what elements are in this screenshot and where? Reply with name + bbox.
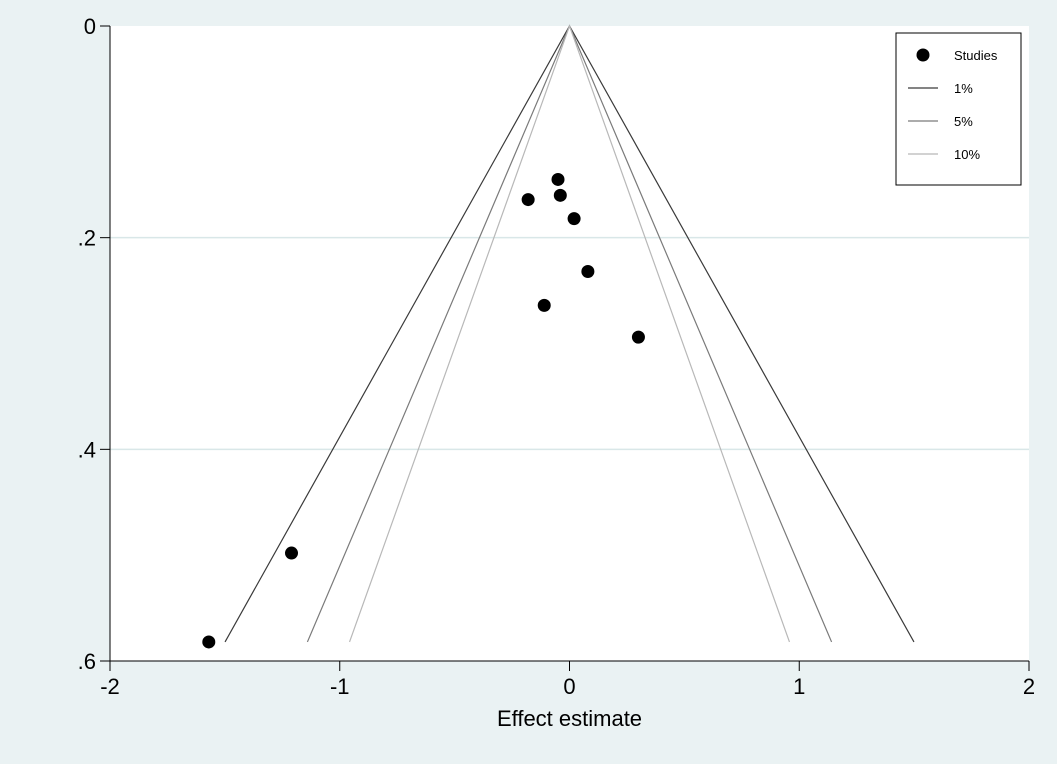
legend-box [895,32,1022,186]
legend-label-0: Studies [954,48,998,63]
legend-label-2: 5% [954,114,973,129]
x-tick-label-3: 1 [793,674,805,699]
study-point-9 [202,635,216,649]
legend: Studies 1% 5% 10% [895,32,1022,186]
study-point-8 [285,546,299,560]
contour-10pct [348,24,791,643]
x-tick-label-2: 0 [563,674,575,699]
study-points [202,172,645,649]
x-tick-label-1: -1 [330,674,350,699]
y-tick-label-1: .2 [78,226,96,251]
legend-label-1: 1% [954,81,973,96]
y-tick-label-2: .4 [78,437,96,462]
study-point-7 [631,330,645,344]
study-point-6 [537,298,551,312]
study-point-1 [551,172,565,186]
legend-label-3: 10% [954,147,980,162]
significance-contours [224,24,915,643]
gridlines [110,236,1029,451]
x-tick-label-0: -2 [100,674,120,699]
legend-marker-studies [916,48,930,62]
x-tick-label-4: 2 [1023,674,1035,699]
plot-area [110,26,1029,661]
study-point-2 [553,188,567,202]
study-point-4 [567,212,581,226]
axes: 0 .2 .4 .6-2 -1 0 1 2 [78,14,1035,699]
y-tick-label-0: 0 [84,14,96,39]
x-axis-title: Effect estimate [497,706,642,731]
study-point-5 [581,265,595,279]
study-point-3 [521,193,535,207]
y-tick-label-3: .6 [78,649,96,674]
